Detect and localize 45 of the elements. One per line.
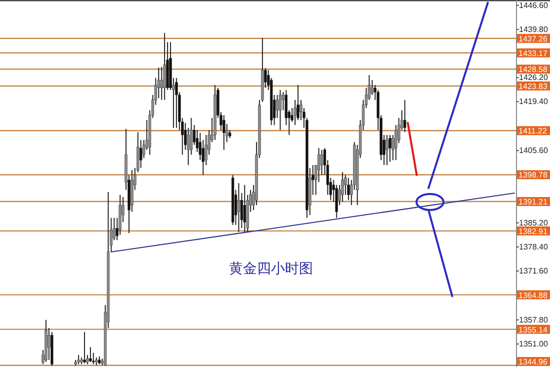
candlestick [237, 182, 240, 233]
candlestick [335, 184, 338, 218]
candlestick [388, 134, 392, 162]
candlestick [296, 84, 300, 121]
y-tick-label: 1357.80 [519, 315, 548, 324]
ref-line-label: 1411.22 [518, 126, 548, 136]
candlestick [163, 32, 166, 100]
candlestick [222, 114, 226, 150]
candlestick [320, 149, 324, 176]
candlestick [89, 346, 92, 363]
candlestick [160, 66, 163, 100]
candlestick [294, 99, 296, 126]
annotation: 黄金四小时图 [229, 261, 313, 277]
ref-line-label: 1344.96 [518, 358, 548, 366]
ref-line-label: 1433.17 [518, 48, 548, 58]
y-tick-label: 1371.60 [519, 266, 548, 276]
y-tick-label: 1446.60 [519, 0, 548, 10]
y-tick-label: 1439.80 [519, 24, 548, 34]
candlestick [317, 148, 320, 183]
candlestick [278, 89, 282, 131]
candlestick [341, 172, 344, 202]
candlestick [48, 328, 50, 360]
ref-line-label: 1437.26 [518, 34, 548, 44]
ref-line-label: 1382.91 [518, 226, 548, 236]
ref-line-label: 1391.21 [518, 198, 548, 207]
candlestick [347, 177, 350, 201]
ref-line-label: 1423.83 [518, 82, 548, 91]
candlestick [186, 127, 190, 166]
candlestick [386, 134, 388, 166]
candlestick [175, 77, 178, 128]
candlestick [243, 184, 246, 233]
candlestick [140, 139, 142, 168]
y-tick-label: 1419.40 [519, 97, 548, 106]
y-tick-label: 1351.00 [519, 339, 548, 348]
candlestick [77, 354, 80, 365]
y-tick-label: 1426.20 [519, 73, 548, 82]
candlestick [403, 99, 406, 133]
ref-line-label: 1355.14 [518, 325, 548, 334]
ref-line-label: 1398.78 [518, 170, 548, 180]
y-tick-label: 1385.20 [519, 218, 548, 228]
ref-line-label: 1428.58 [518, 65, 548, 74]
ref-line-label: 1364.88 [518, 290, 548, 300]
y-tick-label: 1378.40 [519, 242, 548, 252]
y-tick-label: 1405.60 [519, 146, 548, 156]
candlestick [83, 331, 86, 364]
